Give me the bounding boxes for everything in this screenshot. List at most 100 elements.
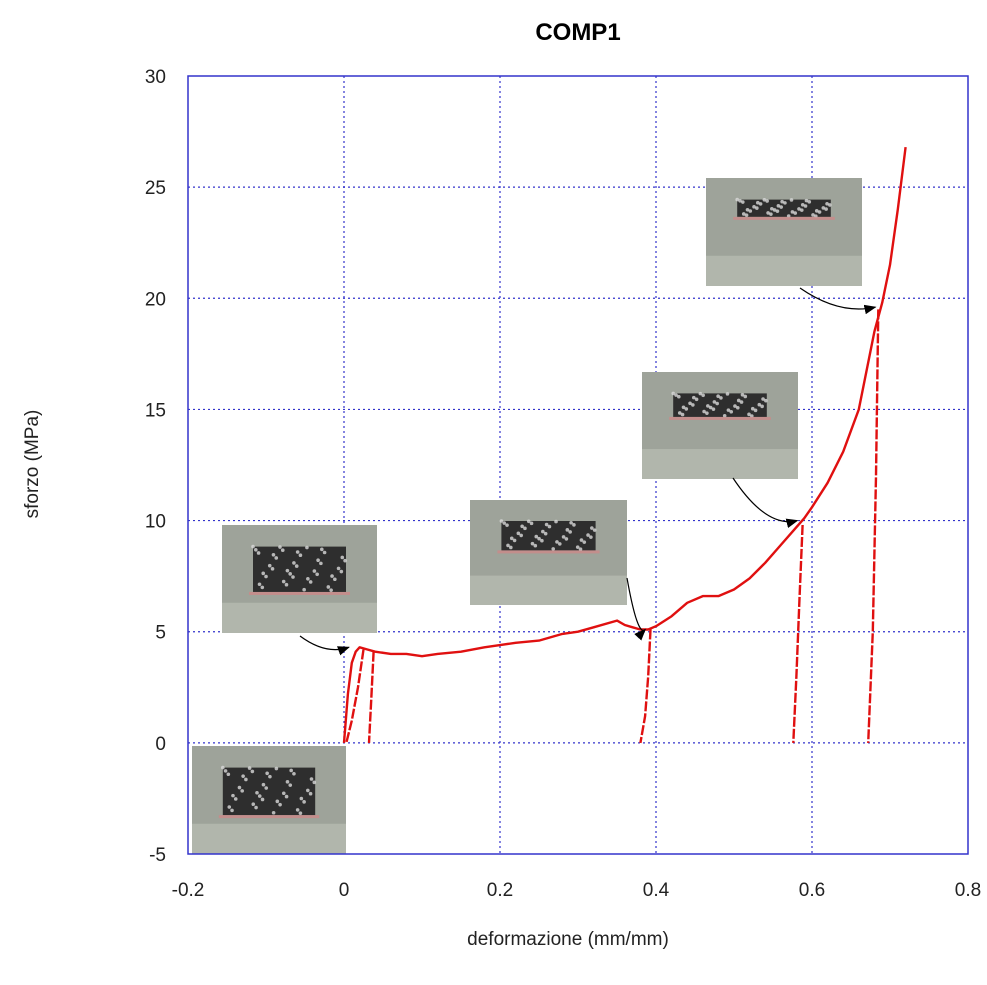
foam-pore bbox=[711, 407, 716, 411]
foam-pore bbox=[257, 582, 262, 587]
foam-pore bbox=[760, 404, 764, 409]
foam-pore bbox=[575, 545, 580, 549]
foam-pore bbox=[281, 579, 286, 584]
x-axis-label: deformazione (mm/mm) bbox=[467, 929, 669, 950]
foam-pore bbox=[271, 810, 276, 815]
foam-pore bbox=[278, 545, 282, 549]
foam-pore bbox=[726, 408, 731, 412]
foam-pore bbox=[309, 777, 314, 781]
foam-pore bbox=[505, 523, 509, 527]
foam-pore bbox=[722, 413, 727, 418]
foam-pore bbox=[261, 571, 266, 576]
foam-pore bbox=[322, 550, 327, 555]
foam-pore bbox=[715, 401, 719, 406]
foam-pore bbox=[281, 791, 286, 796]
foam-pore bbox=[590, 526, 594, 530]
foam-pore bbox=[824, 207, 828, 211]
foam-pore bbox=[741, 212, 746, 216]
specimen-photo bbox=[470, 500, 627, 605]
foam-pore bbox=[336, 566, 341, 571]
foam-pore bbox=[285, 568, 290, 573]
photo-floor bbox=[222, 602, 377, 633]
foam-pore bbox=[579, 538, 584, 542]
y-tick-label: -5 bbox=[149, 845, 166, 866]
y-tick-label: 30 bbox=[145, 67, 166, 88]
foam-pore bbox=[543, 531, 548, 536]
foam-pore bbox=[260, 797, 265, 802]
foam-pore bbox=[780, 199, 784, 204]
sample-plate bbox=[669, 416, 771, 420]
foam-pore bbox=[299, 796, 304, 801]
foam-pore bbox=[308, 580, 313, 584]
foam-pore bbox=[271, 552, 276, 557]
foam-pore bbox=[757, 402, 762, 407]
foam-pore bbox=[681, 405, 686, 410]
foam-pore bbox=[688, 401, 692, 406]
specimen-photo bbox=[192, 746, 346, 854]
foam-pore bbox=[260, 585, 265, 590]
annotation-arrow bbox=[732, 477, 799, 528]
foam-pore bbox=[247, 766, 252, 770]
foam-pore bbox=[509, 536, 514, 541]
foam-pore bbox=[315, 572, 319, 577]
y-tick-label: 20 bbox=[145, 289, 166, 310]
foam-pore bbox=[564, 537, 569, 541]
foam-pore bbox=[280, 548, 285, 553]
foam-pore bbox=[319, 561, 323, 566]
photo-floor bbox=[470, 575, 627, 605]
foam-pore bbox=[333, 577, 337, 582]
foam-sample bbox=[222, 767, 316, 816]
foam-pore bbox=[298, 553, 303, 558]
foam-pore bbox=[253, 547, 258, 552]
foam-pore bbox=[533, 543, 538, 548]
foam-pore bbox=[671, 391, 675, 396]
x-tick-label: 0.6 bbox=[799, 880, 825, 901]
foam-pore bbox=[291, 575, 295, 579]
foam-pore bbox=[261, 782, 266, 787]
foam-pore bbox=[240, 789, 245, 793]
foam-pore bbox=[698, 391, 703, 396]
foam-pore bbox=[691, 403, 695, 407]
annotation-arrow bbox=[299, 635, 350, 656]
foam-pore bbox=[775, 209, 780, 213]
foam-pore bbox=[520, 524, 524, 529]
photo-floor bbox=[642, 449, 798, 479]
foam-pore bbox=[274, 766, 279, 771]
y-axis-label: sforzo (MPa) bbox=[22, 410, 43, 519]
foam-pore bbox=[741, 200, 745, 204]
foam-pore bbox=[677, 394, 681, 399]
foam-pore bbox=[519, 533, 523, 538]
unload-segment bbox=[639, 629, 652, 744]
y-tick-label: 5 bbox=[155, 623, 166, 644]
foam-pore bbox=[340, 555, 345, 560]
foam-pore bbox=[275, 799, 280, 804]
foam-pore bbox=[825, 201, 829, 206]
foam-pore bbox=[267, 563, 272, 568]
foam-pore bbox=[241, 774, 245, 778]
y-tick-label: 10 bbox=[145, 512, 166, 533]
foam-pore bbox=[326, 585, 331, 589]
foam-pore bbox=[231, 793, 235, 798]
foam-pore bbox=[541, 529, 545, 534]
foam-pore bbox=[799, 208, 804, 212]
foam-pore bbox=[558, 542, 562, 546]
sample-plate bbox=[218, 815, 320, 819]
foam-pore bbox=[226, 772, 231, 777]
foam-pore bbox=[769, 212, 773, 216]
foam-pore bbox=[292, 561, 296, 565]
annotation-arrow bbox=[799, 287, 877, 315]
foam-pore bbox=[295, 808, 300, 812]
x-tick-label: -0.2 bbox=[172, 880, 205, 901]
foam-pore bbox=[264, 786, 269, 790]
foam-pore bbox=[797, 207, 801, 211]
foam-pore bbox=[719, 396, 723, 400]
photo-floor bbox=[192, 823, 346, 854]
unload-segment bbox=[867, 309, 880, 743]
loading-curve bbox=[342, 146, 907, 743]
foam-pore bbox=[716, 394, 720, 399]
foam-pore bbox=[804, 198, 809, 203]
foam-pore bbox=[265, 771, 269, 776]
foam-pore bbox=[680, 412, 685, 417]
foam-pore bbox=[800, 202, 805, 207]
foam-pore bbox=[251, 544, 255, 549]
